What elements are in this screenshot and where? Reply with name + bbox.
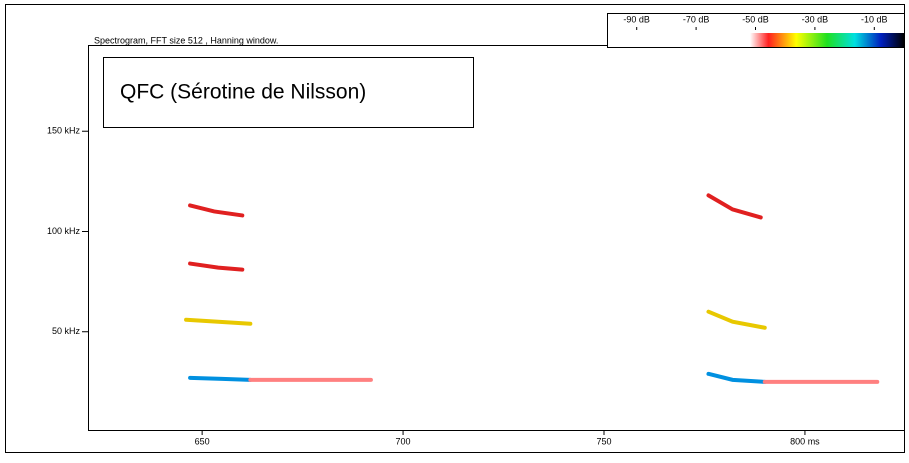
- colorbar-gradient: [750, 33, 904, 47]
- plot-frame: [88, 45, 905, 431]
- subtitle: Spectrogram, FFT size 512 , Hanning wind…: [94, 35, 278, 45]
- colorbar-label: -10 dB: [861, 14, 888, 24]
- call-trace: [706, 371, 767, 384]
- call-trace: [184, 317, 253, 326]
- x-tick-label: 750: [596, 436, 611, 446]
- y-tick-label: 100 kHz: [47, 226, 81, 236]
- colorbar-label: -90 dB: [623, 14, 650, 24]
- call-trace: [706, 309, 767, 330]
- annotation-box: [103, 57, 474, 128]
- colorbar-label: -70 dB: [683, 14, 710, 24]
- call-trace: [188, 203, 245, 218]
- y-tick-label: 150 kHz: [47, 126, 81, 136]
- colorbar-label: -30 dB: [802, 14, 829, 24]
- call-trace: [188, 261, 245, 272]
- x-tick-label: 650: [195, 436, 210, 446]
- annotation: QFC (Sérotine de Nilsson): [120, 81, 366, 104]
- call-trace: [188, 375, 253, 382]
- x-tick-label: 700: [396, 436, 411, 446]
- x-tick-label: 800 ms: [790, 436, 820, 446]
- colorbar-label: -50 dB: [742, 14, 769, 24]
- call-trace: [706, 193, 763, 220]
- y-tick-label: 50 kHz: [52, 326, 81, 336]
